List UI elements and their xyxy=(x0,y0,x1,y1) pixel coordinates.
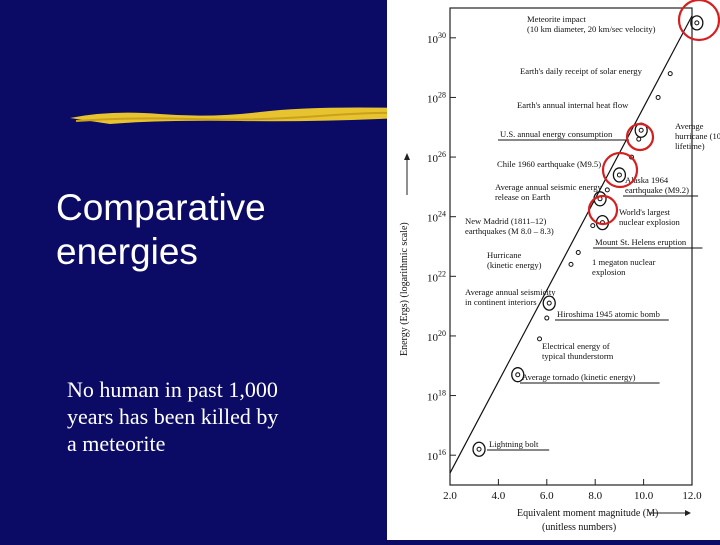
energy-chart: 1030 1028 1026 1024 1022 1020 1018 1016 2.0 4.0 6.… xyxy=(399,0,720,533)
plot-frame xyxy=(449,7,693,486)
y-tick-label: 1018 xyxy=(427,389,446,404)
slide-title: Comparative energies xyxy=(56,186,386,274)
point-label: New Madrid (1811–12) earthquakes (M 8.0 –… xyxy=(465,216,554,236)
data-point xyxy=(590,223,596,229)
point-label: Electrical energy of typical thunderstorm xyxy=(542,341,614,361)
chart-panel: 1030 1028 1026 1024 1022 1020 1018 1016 2.0 4.0 6.… xyxy=(387,0,720,540)
y-tick-label: 1022 xyxy=(427,269,446,284)
point-label: Average annual seismic energy release on … xyxy=(495,182,603,202)
data-point xyxy=(546,300,552,306)
point-ellipse xyxy=(542,295,556,311)
y-tick-label: 1026 xyxy=(427,150,446,165)
data-point xyxy=(515,372,521,378)
x-tick-label: 2.0 xyxy=(443,490,457,502)
y-axis-arrowhead xyxy=(404,153,410,160)
data-point xyxy=(575,249,581,255)
data-point xyxy=(476,446,482,452)
slide-title-line: Comparative xyxy=(56,187,266,228)
red-highlight-circle xyxy=(625,122,655,152)
point-label: Average tornado (kinetic energy) xyxy=(522,372,636,382)
point-label: World's largest nuclear explosion xyxy=(619,207,681,227)
point-label: Average annual seismicity in continent in… xyxy=(465,287,556,307)
data-point xyxy=(604,187,610,193)
y-tick-label: 1020 xyxy=(427,329,446,344)
point-label: U.S. annual energy consumption xyxy=(500,129,613,139)
data-point xyxy=(568,261,574,267)
point-label: Mount St. Helens eruption xyxy=(595,237,687,247)
point-ellipse xyxy=(612,167,627,183)
y-tick-label: 1028 xyxy=(427,90,446,105)
x-axis-label: Equivalent moment magnitude (M) xyxy=(517,508,658,519)
accent-brush-stroke xyxy=(70,107,400,124)
point-label: Chile 1960 earthquake (M9.5) xyxy=(497,159,601,169)
point-label: Alaska 1964 earthquake (M9.2) xyxy=(625,175,689,195)
trend-line xyxy=(449,15,693,474)
point-label: Hiroshima 1945 atomic bomb xyxy=(557,309,660,319)
y-tick-label: 1016 xyxy=(427,448,446,463)
y-tick-label: 1024 xyxy=(427,210,446,225)
x-tick-label: 8.0 xyxy=(588,490,602,502)
point-label: 1 megaton nuclear explosion xyxy=(592,257,656,277)
data-point xyxy=(667,71,673,77)
point-label: Meteorite impact (10 km diameter, 20 km/s… xyxy=(527,14,656,34)
x-tick-label: 12.0 xyxy=(682,490,702,502)
data-point xyxy=(694,20,700,26)
x-tick-label: 6.0 xyxy=(540,490,554,502)
point-ellipse xyxy=(511,367,525,383)
x-tick-label: 10.0 xyxy=(634,490,654,502)
point-ellipse xyxy=(690,15,704,31)
slide-body: No human in past 1,000 years has been ki… xyxy=(67,376,387,457)
body-line: a meteorite xyxy=(67,431,166,456)
data-point xyxy=(537,336,543,342)
data-point xyxy=(616,172,622,178)
red-highlight-circle xyxy=(587,194,619,226)
point-ellipse xyxy=(472,441,486,457)
body-line: years has been killed by xyxy=(67,404,279,429)
slide-title-line: energies xyxy=(56,231,198,272)
data-point xyxy=(638,127,644,133)
data-point xyxy=(655,94,661,100)
x-axis-sublabel: (unitless numbers) xyxy=(542,522,616,533)
x-tick-label: 4.0 xyxy=(492,490,506,502)
body-line: No human in past 1,000 xyxy=(67,377,278,402)
red-highlight-circle xyxy=(601,151,639,189)
point-label: Earth's annual internal heat flow xyxy=(517,100,629,110)
red-highlight-circle xyxy=(677,0,720,42)
point-label: Earth's daily receipt of solar energy xyxy=(520,66,643,76)
point-label: Hurricane (kinetic energy) xyxy=(487,250,542,270)
x-axis-arrowhead xyxy=(685,510,691,516)
point-label: Lightning bolt xyxy=(489,439,539,449)
data-point xyxy=(544,315,550,321)
y-tick-label: 1030 xyxy=(427,31,446,46)
y-axis-label: Energy (Ergs) (logarithmic scale) xyxy=(399,222,410,356)
